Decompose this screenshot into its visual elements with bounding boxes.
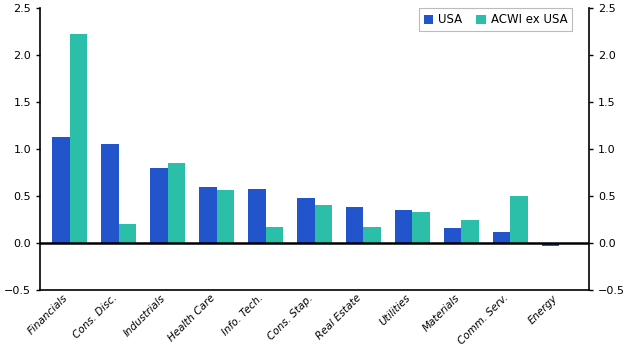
Bar	[298, 198, 314, 243]
Bar	[167, 163, 185, 243]
Bar	[444, 228, 462, 243]
Bar	[101, 145, 119, 243]
Bar	[347, 206, 364, 243]
Legend: USA, ACWI ex USA: USA, ACWI ex USA	[420, 8, 572, 31]
Bar	[119, 224, 136, 243]
Bar	[216, 190, 234, 243]
Bar	[510, 196, 528, 243]
Bar	[395, 210, 413, 243]
Bar	[493, 232, 510, 243]
Bar	[150, 168, 167, 243]
Bar	[462, 220, 479, 243]
Bar	[413, 212, 430, 243]
Bar	[265, 227, 282, 243]
Bar	[314, 205, 331, 243]
Bar	[70, 34, 87, 243]
Bar	[364, 227, 381, 243]
Bar	[248, 189, 265, 243]
Bar	[199, 187, 216, 243]
Bar	[542, 243, 559, 246]
Bar	[52, 137, 70, 243]
